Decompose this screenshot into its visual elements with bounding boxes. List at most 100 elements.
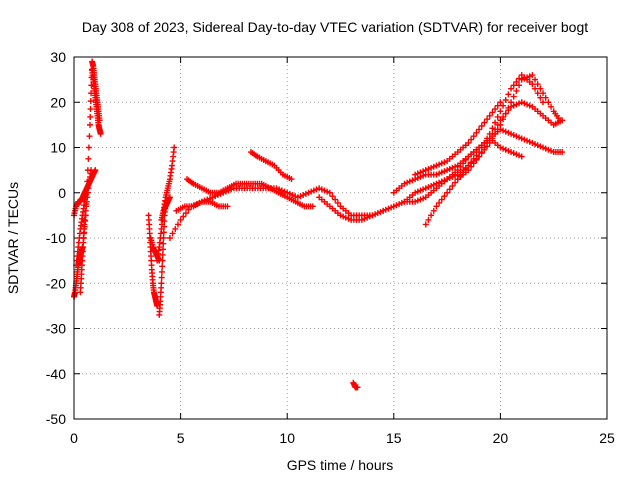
data-point	[159, 263, 166, 270]
data-point	[478, 123, 485, 130]
data-series-arc-spike-2	[89, 67, 104, 137]
data-point	[441, 193, 448, 200]
data-point	[444, 189, 451, 196]
data-point	[492, 126, 499, 133]
data-point	[452, 179, 459, 186]
data-point	[82, 212, 89, 219]
data-point	[468, 136, 475, 143]
data-series-arc-late-6	[412, 99, 504, 178]
data-point	[516, 75, 523, 82]
data-point	[559, 149, 566, 156]
data-point	[182, 210, 189, 217]
data-point	[537, 85, 544, 92]
data-point	[81, 229, 88, 236]
data-point	[465, 139, 472, 146]
data-point	[540, 99, 547, 106]
data-point	[86, 121, 93, 128]
data-point	[529, 81, 536, 88]
data-point	[158, 268, 165, 275]
data-point	[81, 223, 88, 230]
y-tick-label: -10	[46, 230, 66, 246]
y-tick-label: 30	[50, 49, 66, 65]
data-point	[438, 196, 445, 203]
data-point	[465, 167, 472, 174]
data-point	[559, 117, 566, 124]
data-point	[80, 235, 87, 241]
data-point	[82, 218, 89, 225]
data-point	[428, 212, 435, 219]
data-point	[160, 240, 167, 247]
data-point	[513, 87, 520, 94]
data-point	[478, 149, 485, 156]
data-point	[159, 251, 166, 258]
data-point	[481, 119, 488, 126]
data-point	[422, 221, 429, 228]
data-point	[545, 99, 552, 106]
data-point	[481, 144, 488, 151]
data-point	[513, 78, 520, 85]
data-point	[497, 99, 504, 106]
data-point	[470, 133, 477, 140]
data-point	[508, 85, 515, 92]
data-point	[326, 189, 333, 196]
y-axis-label: SDTVAR / TECUs	[5, 182, 21, 294]
data-point	[87, 113, 94, 120]
data-point	[500, 113, 507, 120]
data-point	[84, 178, 91, 185]
data-point	[486, 135, 493, 142]
data-point	[87, 98, 94, 105]
data-point	[369, 212, 376, 219]
data-point	[532, 76, 539, 83]
data-point	[484, 116, 491, 123]
data-point	[516, 82, 523, 89]
y-tick-label: 0	[58, 185, 66, 201]
data-point	[494, 113, 501, 120]
data-series-arc-8h	[247, 149, 295, 183]
x-tick-label: 5	[177, 430, 185, 446]
data-point	[158, 280, 165, 287]
data-point	[83, 201, 90, 208]
data-point	[534, 90, 541, 97]
data-series-arc-main-2	[173, 198, 231, 214]
data-point	[332, 196, 339, 203]
data-point	[486, 112, 493, 119]
data-point	[502, 96, 509, 103]
data-point	[529, 72, 536, 79]
chart-title: Day 308 of 2023, Sidereal Day-to-day VTE…	[82, 19, 588, 35]
data-point	[224, 203, 231, 210]
data-point	[433, 203, 440, 210]
data-point	[288, 176, 295, 183]
data-point	[518, 153, 525, 160]
data-point	[542, 94, 549, 101]
data-point	[468, 163, 475, 170]
data-point	[489, 130, 496, 137]
data-point	[159, 257, 166, 264]
data-point	[83, 189, 90, 196]
data-point	[180, 213, 187, 220]
data-point	[497, 117, 504, 124]
data-series-arc-late-5	[454, 99, 566, 183]
data-point	[334, 199, 341, 206]
data-point	[537, 94, 544, 101]
data-point	[449, 182, 456, 189]
data-point	[540, 90, 547, 97]
data-point	[425, 216, 432, 223]
data-point	[505, 107, 512, 114]
data-series-arc-12h	[316, 194, 376, 223]
data-point	[436, 199, 443, 206]
data-point	[505, 91, 512, 98]
data-point	[476, 126, 483, 133]
data-point	[502, 110, 509, 117]
data-point	[174, 221, 181, 228]
data-point	[497, 108, 504, 115]
data-point	[177, 216, 184, 223]
data-point	[172, 225, 179, 232]
x-tick-label: 20	[493, 430, 509, 446]
plot-frame	[73, 56, 608, 420]
data-point	[484, 139, 491, 146]
data-point	[309, 203, 316, 210]
data-point	[548, 103, 555, 110]
data-point	[166, 194, 173, 201]
data-point	[354, 384, 361, 391]
